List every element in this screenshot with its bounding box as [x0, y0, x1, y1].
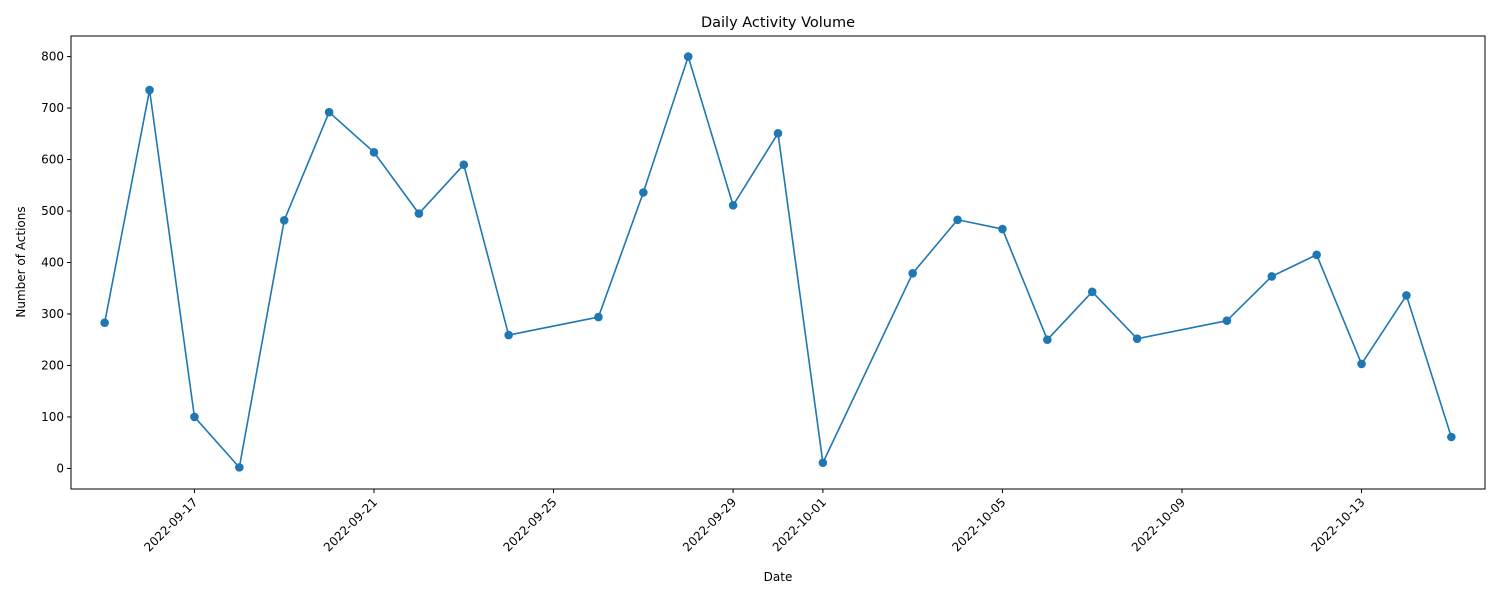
- x-tick-label: 2022-09-25: [500, 495, 559, 554]
- data-point: [998, 224, 1007, 234]
- y-tick-label: 800: [41, 50, 64, 64]
- data-point: [1402, 291, 1411, 300]
- data-point: [190, 412, 199, 422]
- data-point: [1222, 316, 1232, 325]
- data-point: [594, 312, 603, 322]
- x-tick-label: 2022-09-29: [680, 495, 739, 554]
- data-point: [100, 318, 109, 328]
- data-point: [1357, 359, 1366, 369]
- plot-frame: [70, 35, 1486, 490]
- x-tick-label: 2022-09-21: [321, 495, 380, 554]
- x-axis-label: Date: [764, 570, 793, 584]
- data-point: [1267, 272, 1277, 281]
- data-point: [953, 215, 962, 225]
- y-tick-label: 200: [41, 358, 64, 372]
- data-point: [414, 209, 424, 218]
- data-point: [683, 52, 693, 61]
- y-tick-label: 700: [41, 101, 64, 115]
- data-point: [908, 269, 917, 278]
- data-point: [1043, 335, 1052, 345]
- data-point: [235, 463, 244, 472]
- y-tick-label: 600: [41, 153, 64, 167]
- data-point: [639, 188, 648, 197]
- data-point: [1087, 287, 1097, 297]
- data-point: [773, 128, 783, 138]
- y-tick-label: 300: [41, 307, 64, 321]
- data-point: [369, 148, 379, 157]
- data-point: [1312, 250, 1321, 260]
- y-tick-label: 100: [41, 410, 64, 424]
- y-tick-label: 400: [41, 256, 64, 270]
- data-point: [818, 458, 828, 468]
- y-axis-label: Number of Actions: [14, 206, 28, 317]
- plot-area: 0 100 200 300 400 500 600 700 800 2022-09-17 2022-…: [41, 35, 1486, 554]
- y-tick-label: 500: [41, 204, 64, 218]
- y-tick-label: 0: [56, 461, 64, 475]
- data-point: [1447, 432, 1456, 442]
- data-point: [459, 160, 469, 169]
- data-point: [1132, 334, 1142, 343]
- data-point: [504, 330, 513, 340]
- series-line: [103, 55, 1453, 469]
- x-tick-label: 2022-10-13: [1308, 495, 1367, 554]
- data-point: [145, 85, 154, 95]
- data-point: [324, 107, 334, 117]
- x-tick-label: 2022-09-17: [141, 495, 200, 554]
- x-tick-label: 2022-10-09: [1129, 495, 1188, 554]
- x-tick-label: 2022-10-01: [770, 495, 829, 554]
- x-tick-label: 2022-10-05: [949, 495, 1008, 554]
- chart-title: Daily Activity Volume: [701, 15, 855, 31]
- data-point: [728, 201, 738, 210]
- data-point: [279, 215, 289, 225]
